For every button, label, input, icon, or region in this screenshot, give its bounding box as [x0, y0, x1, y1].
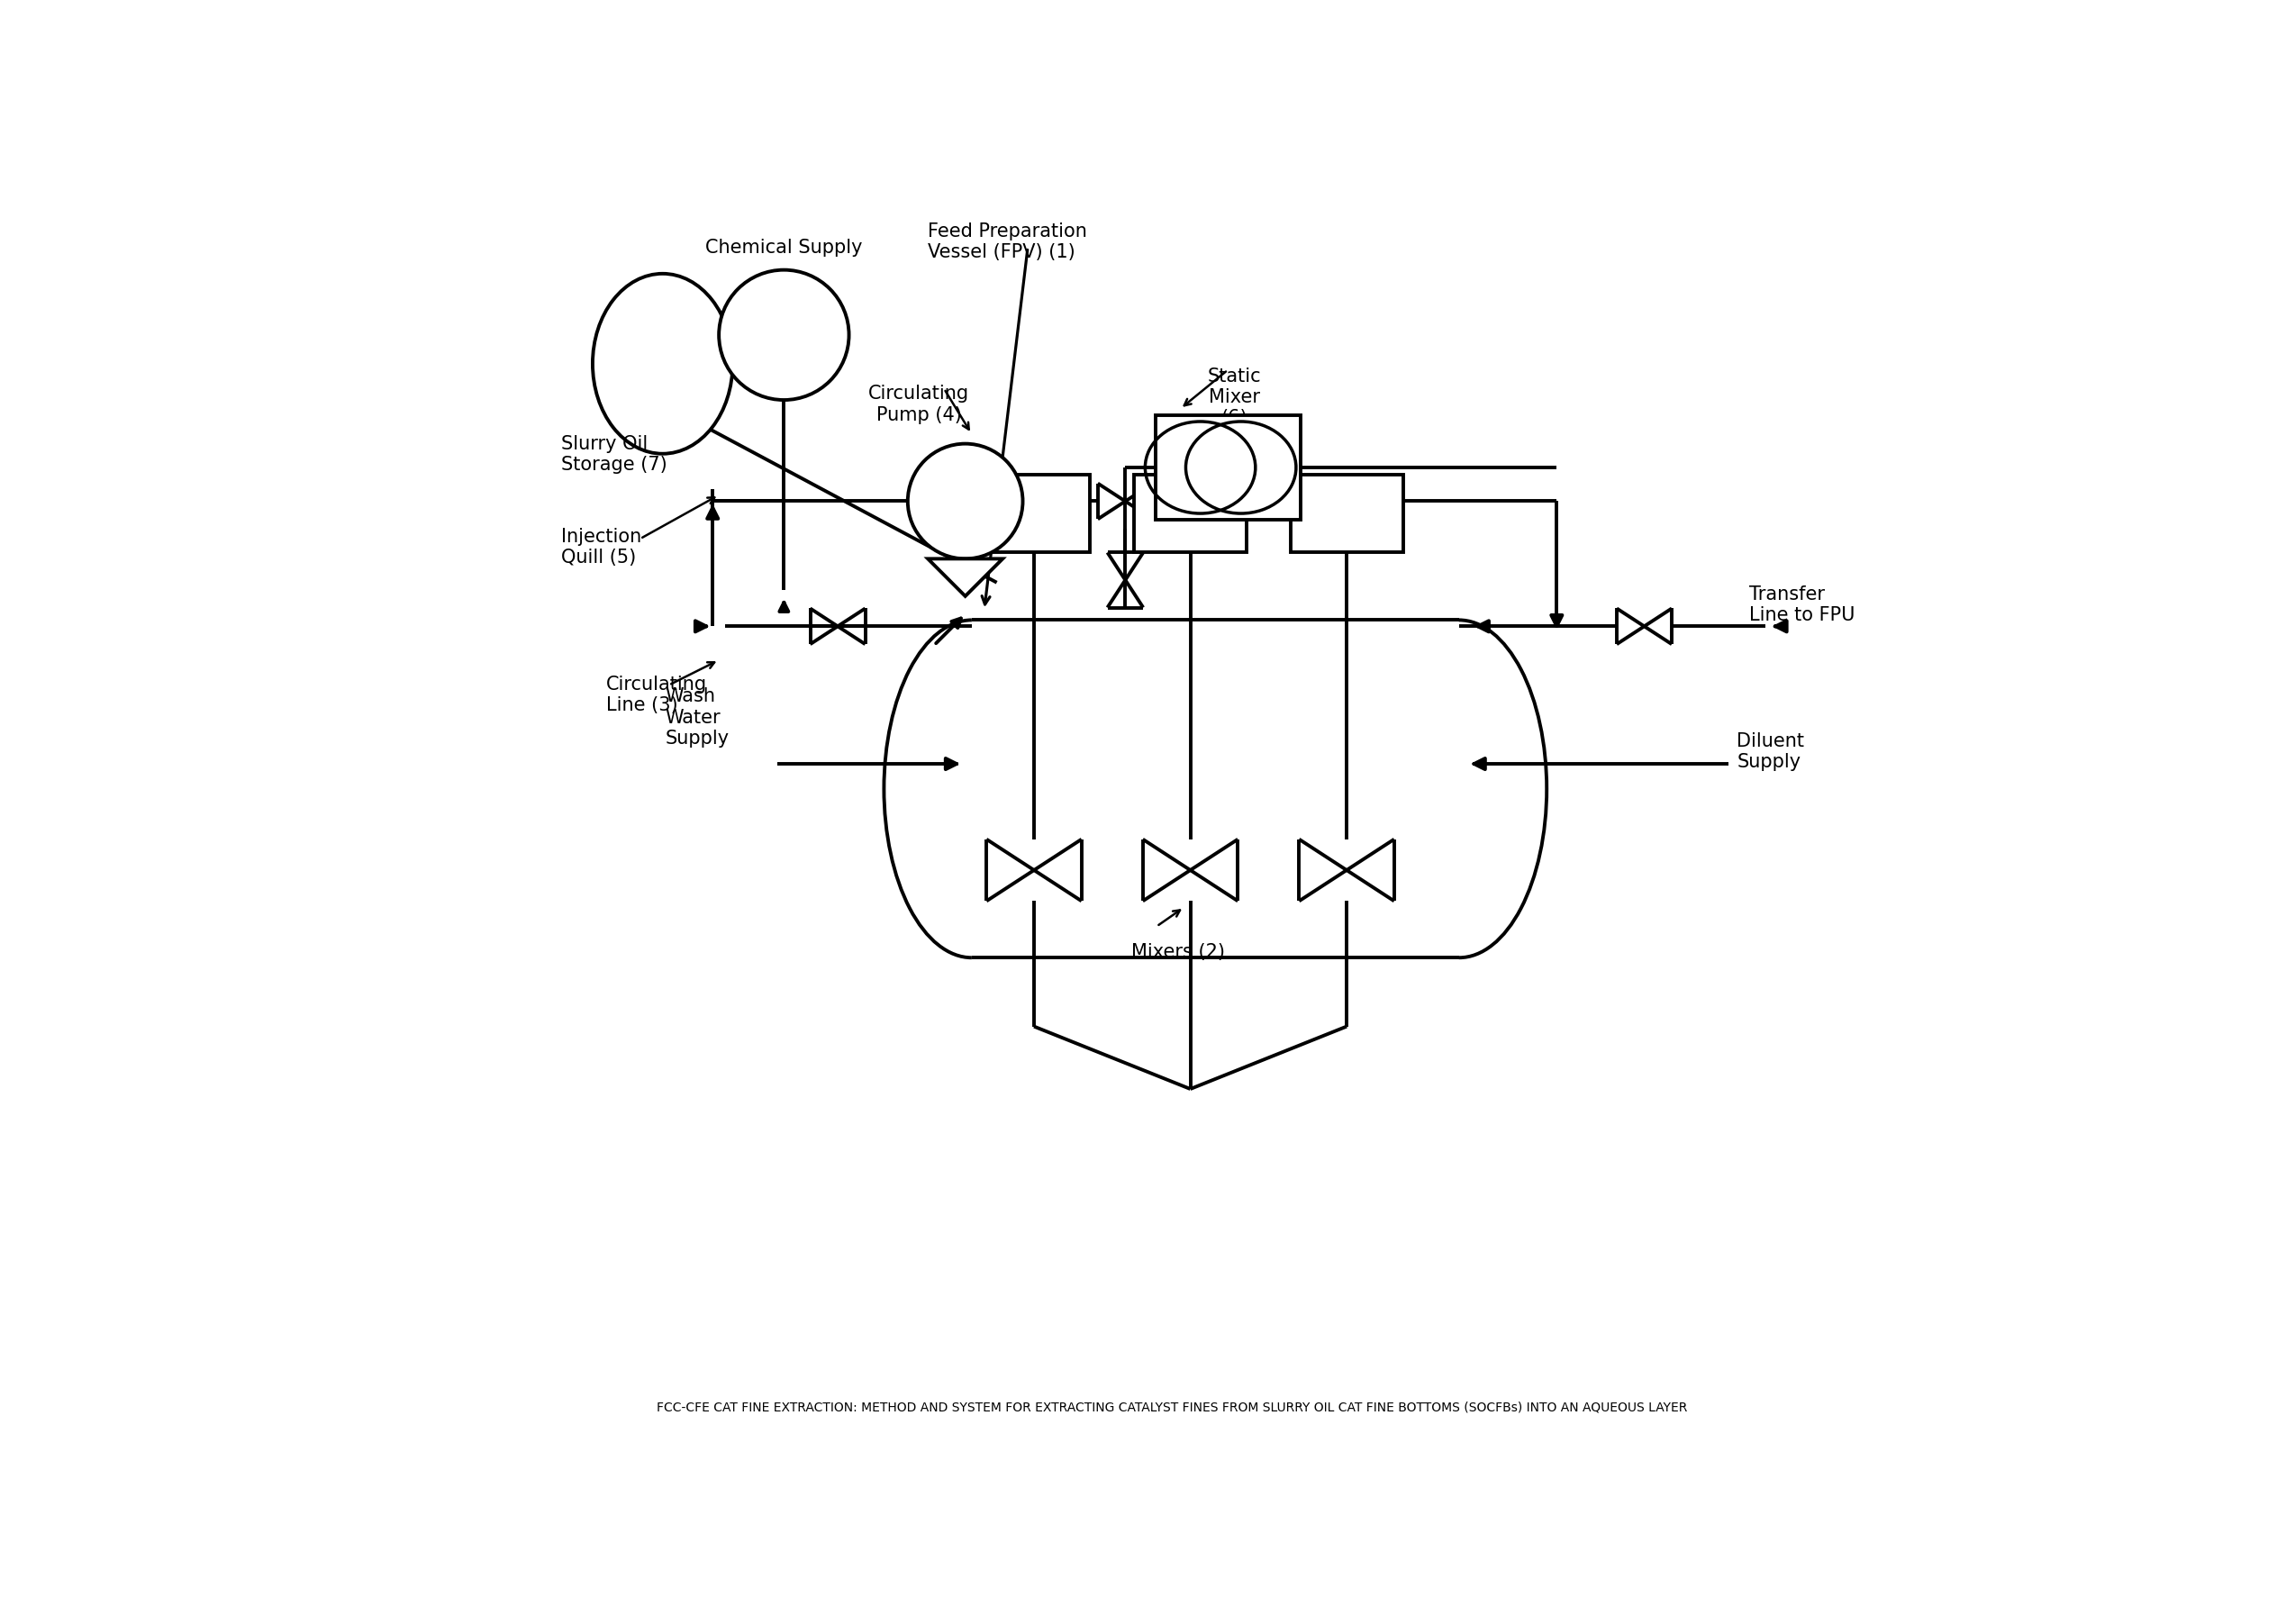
Circle shape: [908, 443, 1022, 559]
Text: Slurry Oil
Storage (7): Slurry Oil Storage (7): [562, 435, 668, 474]
Text: Wash
Water
Supply: Wash Water Supply: [665, 687, 729, 747]
Text: Injection
Quill (5): Injection Quill (5): [562, 528, 642, 567]
Bar: [1289, 474, 1404, 552]
Bar: [1154, 416, 1301, 520]
Text: Circulating
Line (3): Circulating Line (3): [606, 676, 706, 715]
Text: Diluent
Supply: Diluent Supply: [1737, 732, 1804, 771]
Text: FCC-CFE CAT FINE EXTRACTION: METHOD AND SYSTEM FOR EXTRACTING CATALYST FINES FRO: FCC-CFE CAT FINE EXTRACTION: METHOD AND …: [656, 1402, 1687, 1415]
Text: Circulating
Pump (4): Circulating Pump (4): [869, 385, 969, 424]
Polygon shape: [928, 559, 1004, 596]
Text: Mixers (2): Mixers (2): [1132, 942, 1225, 961]
Circle shape: [718, 270, 848, 400]
Text: Transfer
Line to FPU: Transfer Line to FPU: [1749, 586, 1856, 625]
Text: Feed Preparation
Vessel (FPV) (1): Feed Preparation Vessel (FPV) (1): [928, 222, 1088, 261]
Bar: [978, 474, 1090, 552]
Ellipse shape: [592, 274, 732, 453]
Bar: [1134, 474, 1246, 552]
Text: Static
Mixer
(6): Static Mixer (6): [1207, 367, 1262, 427]
Text: Chemical Supply: Chemical Supply: [706, 239, 862, 257]
